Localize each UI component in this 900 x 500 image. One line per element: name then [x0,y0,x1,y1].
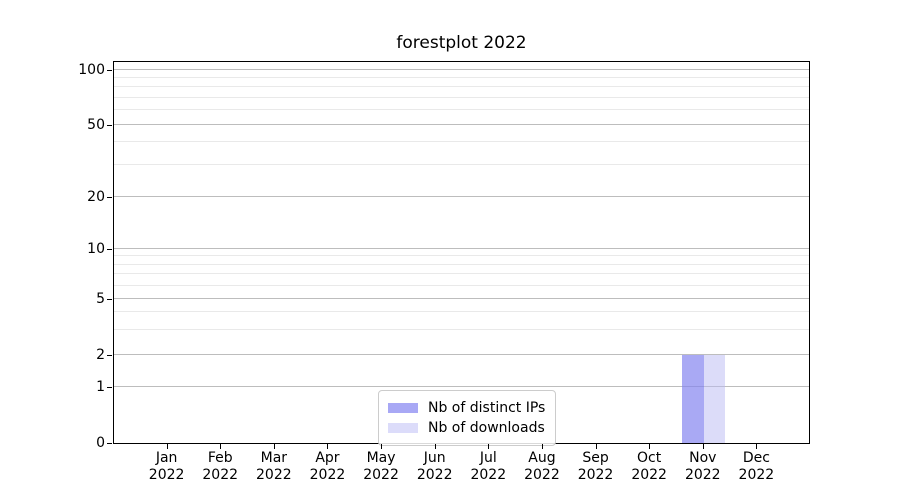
y-tick-mark-0 [107,443,112,444]
legend-entry: Nb of downloads [388,418,545,438]
gridline-major-50 [114,123,809,125]
x-tick-mark-7 [541,444,543,449]
y-tick-label-20: 20 [87,188,105,205]
y-tick-mark-1 [107,387,112,389]
x-tick-label-oct: Oct 2022 [631,450,667,483]
gridline-major-100 [114,68,809,70]
x-tick-mark-1 [220,444,222,449]
y-tick-label-0: 0 [96,435,105,451]
gridline-minor-8 [114,263,809,265]
x-tick-label-may: May 2022 [363,450,399,483]
gridline-minor-9 [114,255,809,257]
gridline-major-1 [114,386,809,388]
bar-nb-of-distinct-ips-10 [682,354,704,443]
y-tick-label-50: 50 [87,116,105,133]
gridline-minor-80 [114,86,809,88]
gridline-major-2 [114,353,809,355]
gridline-minor-90 [114,77,809,79]
y-tick-mark-10 [107,248,112,250]
x-tick-label-jul: Jul 2022 [470,450,507,483]
y-tick-mark-5 [107,298,112,300]
y-tick-mark-2 [107,354,112,356]
gridline-minor-40 [114,141,809,143]
y-tick-mark-100 [107,69,112,71]
y-tick-label-2: 2 [96,346,105,363]
gridline-minor-30 [114,163,809,165]
y-tick-label-10: 10 [87,240,105,257]
gridline-major-10 [114,247,809,249]
x-tick-label-mar: Mar 2022 [256,450,292,483]
x-tick-mark-5 [434,444,436,449]
y-tick-label-1: 1 [96,379,105,396]
plot-area: Nb of distinct IPs Nb of downloads [113,61,810,446]
y-tick-label-5: 5 [96,290,105,307]
x-tick-label-jun: Jun 2022 [416,450,453,483]
x-tick-mark-6 [488,444,490,449]
x-tick-mark-9 [649,444,651,449]
legend-swatch-icon [388,423,418,433]
x-tick-mark-11 [756,444,758,449]
legend-label: Nb of downloads [428,420,545,436]
legend: Nb of distinct IPs Nb of downloads [378,390,557,446]
y-tick-mark-20 [107,196,112,198]
x-tick-label-sep: Sep 2022 [577,450,614,483]
y-tick-label-100: 100 [78,61,105,78]
x-tick-mark-10 [702,444,704,449]
legend-entry: Nb of distinct IPs [388,398,545,418]
x-tick-label-nov: Nov 2022 [684,450,721,483]
gridline-minor-7 [114,273,809,275]
x-tick-label-jan: Jan 2022 [148,450,185,483]
chart-title: forestplot 2022 [396,33,527,53]
bar-nb-of-downloads-10 [703,354,726,443]
x-tick-label-aug: Aug 2022 [524,450,560,483]
gridline-major-20 [114,195,809,197]
x-tick-label-apr: Apr 2022 [309,450,346,483]
x-tick-mark-4 [381,444,383,449]
legend-label: Nb of distinct IPs [428,400,546,416]
gridline-minor-70 [114,97,809,98]
legend-swatch-icon [388,403,418,413]
gridline-minor-4 [114,311,809,313]
x-tick-label-feb: Feb 2022 [202,450,239,483]
x-tick-mark-0 [166,444,168,449]
gridline-minor-3 [114,328,809,330]
gridline-minor-6 [114,284,809,286]
x-tick-label-dec: Dec 2022 [738,450,775,483]
x-tick-mark-8 [595,444,597,449]
x-tick-mark-3 [327,444,329,449]
y-tick-mark-50 [107,124,112,126]
gridline-minor-60 [114,109,809,111]
x-tick-mark-2 [273,444,275,449]
gridline-major-5 [114,297,809,299]
